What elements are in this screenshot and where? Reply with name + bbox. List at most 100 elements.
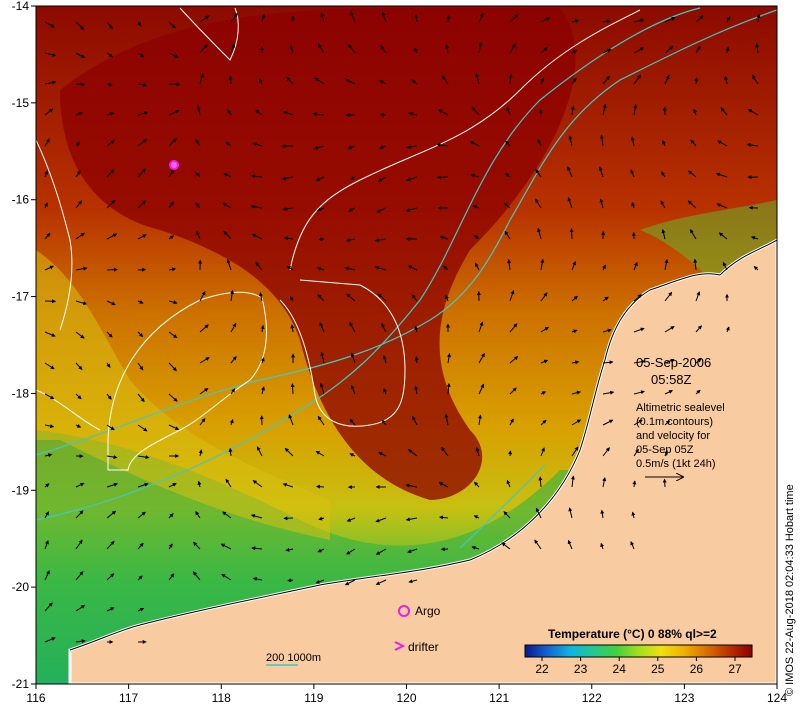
velocity-vector (288, 414, 294, 426)
velocity-vector (319, 382, 325, 395)
velocity-vector (381, 11, 387, 23)
velocity-vector (314, 77, 325, 85)
velocity-vector (661, 228, 666, 240)
velocity-vector (168, 201, 174, 209)
velocity-vector (567, 197, 573, 209)
velocity-vector (168, 393, 178, 402)
velocity-vector (405, 483, 418, 488)
velocity-vector (250, 204, 263, 209)
velocity-vector (746, 142, 759, 147)
velocity-vector (349, 418, 356, 426)
velocity-vector (751, 74, 759, 85)
velocity-vector (137, 607, 145, 612)
velocity-vector (106, 331, 113, 338)
velocity-vector (44, 331, 56, 337)
velocity-vector (478, 352, 485, 364)
velocity-vector (568, 507, 573, 519)
velocity-vector (664, 420, 671, 426)
velocity-vector (695, 325, 702, 333)
velocity-vector (345, 238, 356, 243)
velocity-vector (411, 294, 418, 302)
velocity-vector (688, 170, 697, 178)
velocity-vector (471, 545, 480, 550)
velocity-vector (473, 515, 480, 519)
velocity-vector (137, 511, 146, 519)
velocity-vector (473, 481, 480, 488)
velocity-vector (441, 446, 449, 457)
velocity-vector (633, 294, 642, 302)
velocity-vector (44, 362, 55, 370)
velocity-vector (504, 230, 511, 240)
velocity-vector (75, 604, 86, 612)
y-tick-label: -16 (12, 193, 30, 207)
velocity-vector (664, 291, 673, 302)
colorbar-title: Temperature (°C) 0 88% ql>=2 (548, 627, 717, 641)
velocity-vector (689, 229, 697, 240)
velocity-vector (442, 75, 449, 85)
velocity-vector (414, 47, 418, 54)
velocity-vector (320, 351, 325, 364)
velocity-vector (633, 261, 638, 271)
velocity-vector (195, 202, 201, 209)
velocity-vector (44, 424, 55, 429)
velocity-vector (346, 517, 356, 522)
velocity-vector (137, 482, 149, 488)
velocity-vector (315, 450, 325, 457)
colorbar-tick-label: 22 (535, 662, 549, 676)
velocity-vector (602, 103, 607, 116)
velocity-vector (168, 138, 177, 147)
velocity-vector (438, 515, 449, 520)
velocity-vector (168, 168, 175, 178)
velocity-vector (602, 328, 612, 333)
velocity-vector (444, 413, 449, 426)
info-line: 05-Sep 05Z (636, 444, 694, 456)
velocity-vector (106, 140, 115, 147)
velocity-vector (312, 112, 325, 117)
velocity-vector (540, 77, 545, 85)
velocity-vector (44, 637, 56, 643)
velocity-vector (316, 207, 325, 212)
velocity-vector (192, 571, 201, 581)
velocity-vector (195, 172, 201, 178)
velocity-vector (540, 359, 549, 364)
bathymetry-contour-nearshore (459, 464, 546, 549)
velocity-vector (720, 107, 728, 116)
velocity-vector (106, 21, 113, 30)
velocity-vector (660, 200, 666, 209)
velocity-vector (693, 258, 698, 271)
velocity-vector (503, 511, 511, 519)
velocity-vector (313, 145, 325, 150)
velocity-vector (695, 389, 701, 395)
velocity-vector (106, 82, 113, 87)
velocity-vector (602, 419, 614, 426)
argo-legend-icon (398, 605, 410, 617)
velocity-vector (508, 73, 513, 85)
velocity-vector (317, 415, 325, 426)
velocity-vector (347, 43, 356, 54)
velocity-vector (379, 145, 387, 149)
velocity-vector (168, 52, 179, 58)
velocity-vector (632, 480, 637, 488)
velocity-vector (106, 424, 115, 431)
velocity-vector (106, 482, 118, 488)
velocity-vector (726, 15, 731, 23)
velocity-vector (716, 203, 728, 209)
velocity-vector (540, 292, 548, 302)
velocity-vector (221, 573, 232, 581)
credit-label: © IMOS 22-Aug-2018 02:04:33 Hobart time (784, 484, 796, 696)
y-tick-label: -14 (12, 0, 30, 13)
velocity-vector (260, 324, 265, 333)
velocity-vector (473, 235, 480, 240)
velocity-vector (345, 78, 356, 85)
velocity-vector (662, 140, 666, 147)
info-line: (0.1m contours) (636, 416, 713, 428)
velocity-vector (44, 80, 57, 85)
velocity-vector (569, 228, 574, 240)
velocity-vector (255, 109, 263, 116)
velocity-vector (318, 516, 325, 521)
velocity-vector (725, 46, 730, 54)
velocity-vector (381, 323, 387, 333)
velocity-vector (408, 579, 418, 584)
velocity-vector (630, 541, 635, 550)
velocity-vector (695, 45, 701, 54)
